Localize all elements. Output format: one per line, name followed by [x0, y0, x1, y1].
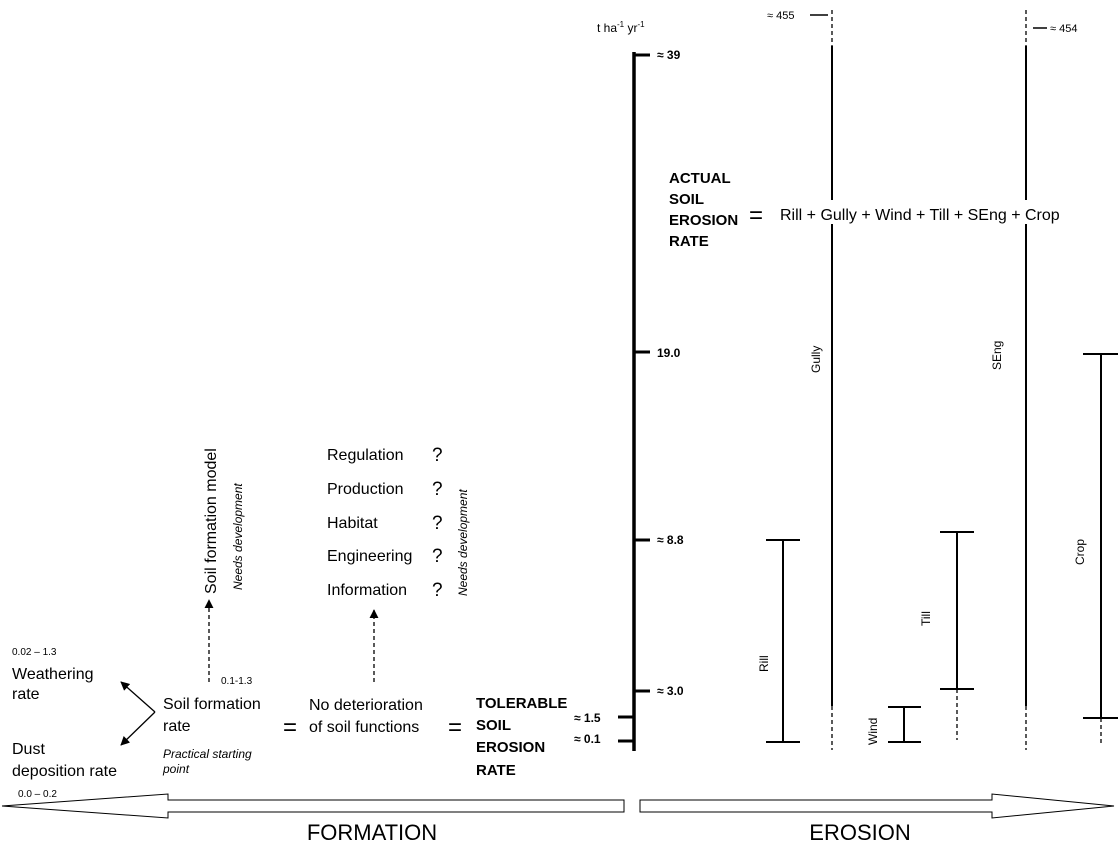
question-information: ?	[432, 580, 443, 601]
practical-starting-2: point	[162, 762, 190, 776]
axis-tick-label-1-5: ≈ 1.5	[574, 711, 601, 725]
soil-formation-rate-2: rate	[163, 718, 191, 735]
till-label: Till	[919, 611, 933, 626]
axis-tick-label-0-1: ≈ 0.1	[574, 732, 601, 746]
question-habitat: ?	[432, 513, 443, 534]
equals-sign-2: =	[448, 714, 462, 741]
tolerable-line-3: EROSION	[476, 739, 545, 756]
seng-label: SEng	[990, 341, 1004, 370]
axis-tick-label-3: ≈ 3.0	[657, 684, 684, 698]
actual-label-line-4: RATE	[669, 233, 709, 250]
top-value-left: ≈ 455	[767, 10, 794, 22]
soil-formation-model: Soil formation model	[203, 448, 220, 594]
formation-label: FORMATION	[307, 820, 437, 845]
function-habitat: Habitat	[327, 515, 378, 532]
function-information: Information	[327, 582, 407, 599]
actual-equation: Rill + Gully + Wind + Till + SEng + Crop	[780, 207, 1060, 224]
gully-label: Gully	[809, 346, 823, 373]
axis-tick-label-19: 19.0	[657, 346, 681, 360]
no-deterioration-2: of soil functions	[309, 719, 419, 736]
question-regulation: ?	[432, 445, 443, 466]
question-engineering: ?	[432, 546, 443, 567]
actual-label-line-1: ACTUAL	[669, 170, 731, 187]
dust-label-1: Dust	[12, 741, 45, 758]
no-deterioration-1: No deterioration	[309, 697, 423, 714]
tolerable-line-2: SOIL	[476, 717, 511, 734]
formation-arrow	[1, 793, 625, 819]
erosion-arrow	[639, 793, 1115, 819]
tolerable-line-1: TOLERABLE	[476, 695, 567, 712]
dust-label-2: deposition rate	[12, 763, 117, 780]
axis-tick-label-39: ≈ 39	[657, 48, 681, 62]
crop-label: Crop	[1073, 539, 1087, 565]
weathering-label-2: rate	[12, 686, 40, 703]
practical-starting-1: Practical starting	[163, 747, 252, 761]
function-production: Production	[327, 481, 404, 498]
actual-label-line-3: EROSION	[669, 212, 738, 229]
function-engineering: Engineering	[327, 548, 412, 565]
arrow-to-weathering	[120, 681, 156, 713]
equals-sign-1: =	[283, 714, 297, 741]
axis-unit: t ha-1 yr-1	[597, 20, 645, 35]
erosion-label: EROSION	[809, 820, 910, 845]
weathering-label-1: Weathering	[12, 666, 94, 683]
actual-equals: =	[749, 202, 763, 229]
wind-label: Wind	[866, 718, 880, 745]
axis-tick-label-8-8: ≈ 8.8	[657, 533, 684, 547]
weathering-range: 0.02 – 1.3	[12, 647, 57, 658]
arrow-to-dust	[120, 711, 156, 746]
rill-label: Rill	[757, 655, 771, 672]
dust-range: 0.0 – 0.2	[18, 789, 57, 800]
top-value-right: ≈ 454	[1050, 23, 1077, 35]
soil-formation-rate-1: Soil formation	[163, 696, 261, 713]
needs-development-2: Needs development	[456, 489, 470, 596]
function-regulation: Regulation	[327, 447, 404, 464]
tolerable-line-4: RATE	[476, 762, 516, 779]
question-production: ?	[432, 479, 443, 500]
needs-development-1: Needs development	[231, 483, 245, 590]
formation-range: 0.1-1.3	[221, 676, 253, 687]
actual-label-line-2: SOIL	[669, 191, 704, 208]
equation-background	[748, 200, 1116, 224]
